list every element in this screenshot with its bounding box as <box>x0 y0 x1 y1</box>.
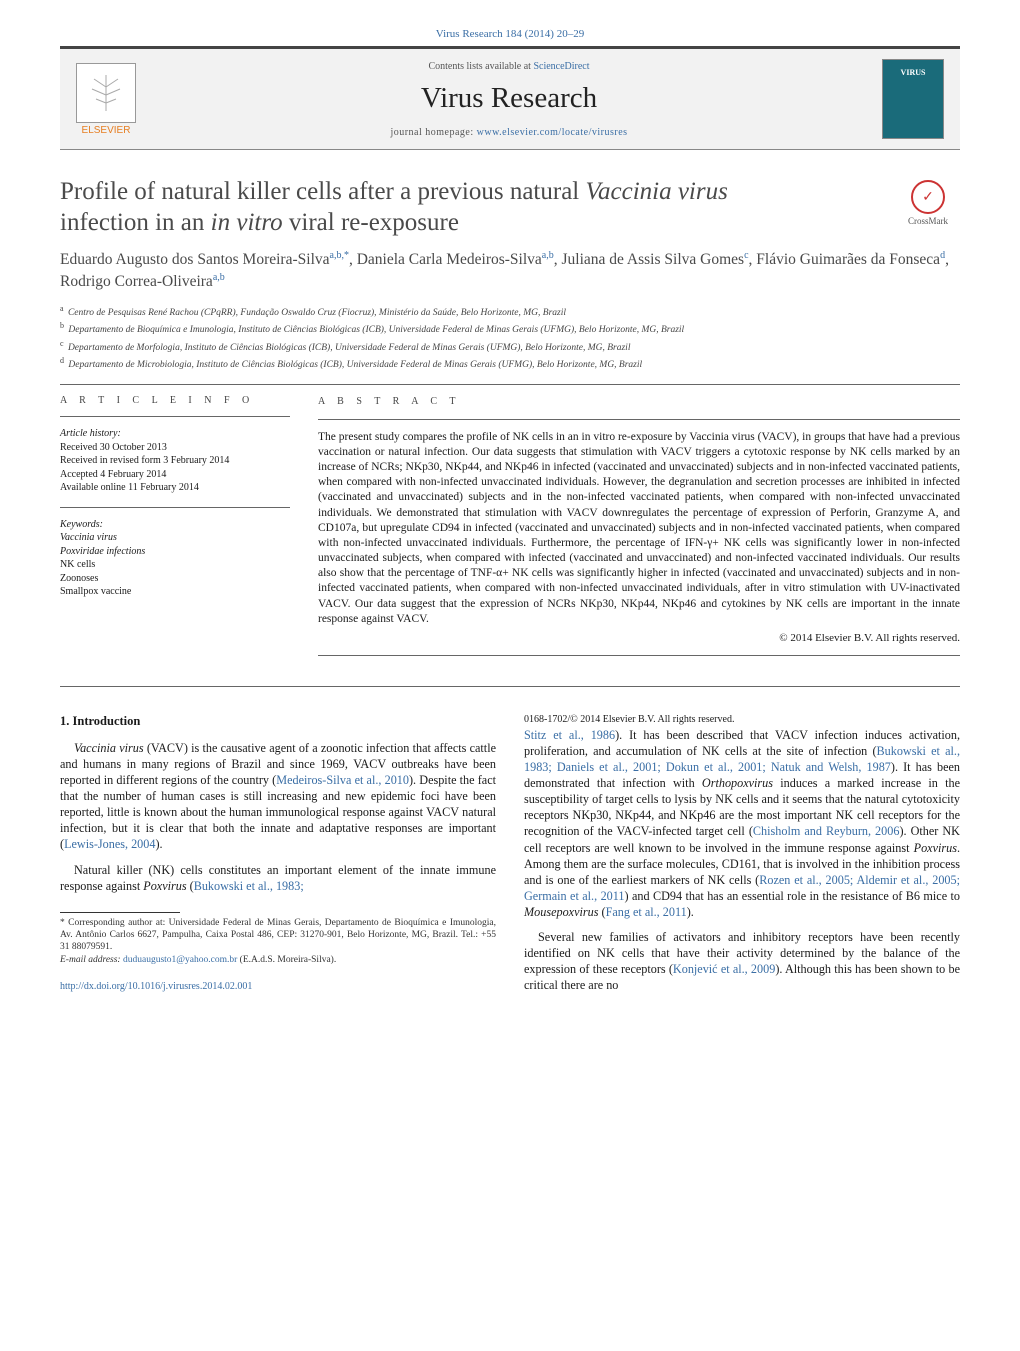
body-text: ). <box>687 905 694 919</box>
citation-link[interactable]: Bukowski et al., 1983; <box>194 879 304 893</box>
title-italic: in vitro <box>211 209 283 236</box>
history-received: Received 30 October 2013 <box>60 441 290 455</box>
body-text: Orthopoxvirus <box>702 776 773 790</box>
history-online: Available online 11 February 2014 <box>60 481 290 495</box>
citation-link[interactable]: Medeiros-Silva et al., 2010 <box>276 773 409 787</box>
body-para-3: Several new families of activators and i… <box>524 929 960 993</box>
intro-heading: 1. Introduction <box>60 713 496 730</box>
body-text: ( <box>187 879 194 893</box>
crossmark-icon: ✓ <box>911 180 945 214</box>
title-part: infection in an <box>60 209 211 236</box>
citation-link[interactable]: Stitz et al., 1986 <box>524 728 615 742</box>
authors-line: Eduardo Augusto dos Santos Moreira-Silva… <box>60 249 960 293</box>
body-text: Vaccinia virus <box>74 741 144 755</box>
email-label: E-mail address: <box>60 955 123 965</box>
homepage-line: journal homepage: www.elsevier.com/locat… <box>136 127 882 138</box>
elsevier-label: ELSEVIER <box>82 125 131 136</box>
body-text: Poxvirus <box>914 841 957 855</box>
keywords-label: Keywords: <box>60 518 290 532</box>
contents-line: Contents lists available at ScienceDirec… <box>136 61 882 72</box>
body-text: ( <box>598 905 605 919</box>
keyword-item: Zoonoses <box>60 572 290 586</box>
keywords-list: Vaccinia virusPoxviridae infectionsNK ce… <box>60 531 290 599</box>
journal-header-bar: ELSEVIER Contents lists available at Sci… <box>60 46 960 150</box>
homepage-link[interactable]: www.elsevier.com/locate/virusres <box>477 127 628 138</box>
abstract-heading: A B S T R A C T <box>318 395 960 408</box>
body-text: ) and CD94 that has an essential role in… <box>625 889 961 903</box>
citation-link[interactable]: Chisholm and Reyburn, 2006 <box>753 824 900 838</box>
sciencedirect-link[interactable]: ScienceDirect <box>533 61 589 72</box>
abstract-text: The present study compares the profile o… <box>318 430 960 627</box>
email-link[interactable]: duduaugusto1@yahoo.com.br <box>123 955 237 965</box>
body-text: Poxvirus <box>143 879 186 893</box>
elsevier-logo: ELSEVIER <box>76 63 136 136</box>
journal-cover-thumb: VIRUS <box>882 59 944 139</box>
body-para-2-cont: Stitz et al., 1986). It has been describ… <box>524 727 960 920</box>
body-para-2: Natural killer (NK) cells constitutes an… <box>60 862 496 894</box>
article-title: Profile of natural killer cells after a … <box>60 176 876 239</box>
history-accepted: Accepted 4 February 2014 <box>60 468 290 482</box>
title-italic: Vaccinia virus <box>586 178 728 205</box>
keyword-item: Poxviridae infections <box>60 545 290 559</box>
keyword-item: Vaccinia virus <box>60 531 290 545</box>
article-info: A R T I C L E I N F O Article history: R… <box>60 395 290 666</box>
crossmark-label: CrossMark <box>908 216 948 226</box>
history-label: Article history: <box>60 427 290 441</box>
affiliation-item: c Departamento de Morfologia, Instituto … <box>60 338 960 355</box>
affiliation-item: a Centro de Pesquisas René Rachou (CPqRR… <box>60 303 960 320</box>
affiliation-item: b Departamento de Bioquímica e Imunologi… <box>60 320 960 337</box>
citation-link[interactable]: Lewis-Jones, 2004 <box>64 837 155 851</box>
elsevier-tree-icon <box>76 63 136 123</box>
title-part: Profile of natural killer cells after a … <box>60 178 586 205</box>
body-para-1: Vaccinia virus (VACV) is the causative a… <box>60 740 496 853</box>
body-text: ). <box>155 837 162 851</box>
citation-link[interactable]: Konjević et al., 2009 <box>673 962 775 976</box>
corresponding-author: * Corresponding author at: Universidade … <box>60 917 496 954</box>
email-suffix: (E.A.d.S. Moreira-Silva). <box>237 955 336 965</box>
citation-link[interactable]: Fang et al., 2011 <box>606 905 687 919</box>
keyword-item: Smallpox vaccine <box>60 585 290 599</box>
doi-link[interactable]: http://dx.doi.org/10.1016/j.virusres.201… <box>60 981 252 992</box>
keyword-item: NK cells <box>60 558 290 572</box>
footnotes: * Corresponding author at: Universidade … <box>60 917 496 966</box>
title-part: viral re-exposure <box>283 209 459 236</box>
journal-name: Virus Research <box>136 82 882 115</box>
email-line: E-mail address: duduaugusto1@yahoo.com.b… <box>60 954 496 966</box>
contents-prefix: Contents lists available at <box>428 61 533 72</box>
body-text: Mousepoxvirus <box>524 905 598 919</box>
homepage-prefix: journal homepage: <box>390 127 476 138</box>
affiliation-item: d Departamento de Microbiologia, Institu… <box>60 355 960 372</box>
abstract: A B S T R A C T The present study compar… <box>318 395 960 666</box>
info-heading: A R T I C L E I N F O <box>60 395 290 406</box>
journal-reference: Virus Research 184 (2014) 20–29 <box>60 28 960 40</box>
copyright-line: © 2014 Elsevier B.V. All rights reserved… <box>318 631 960 646</box>
crossmark-badge[interactable]: ✓ CrossMark <box>896 180 960 226</box>
affiliations: a Centro de Pesquisas René Rachou (CPqRR… <box>60 303 960 373</box>
history-revised: Received in revised form 3 February 2014 <box>60 454 290 468</box>
issn-line: 0168-1702/© 2014 Elsevier B.V. All right… <box>524 713 960 727</box>
